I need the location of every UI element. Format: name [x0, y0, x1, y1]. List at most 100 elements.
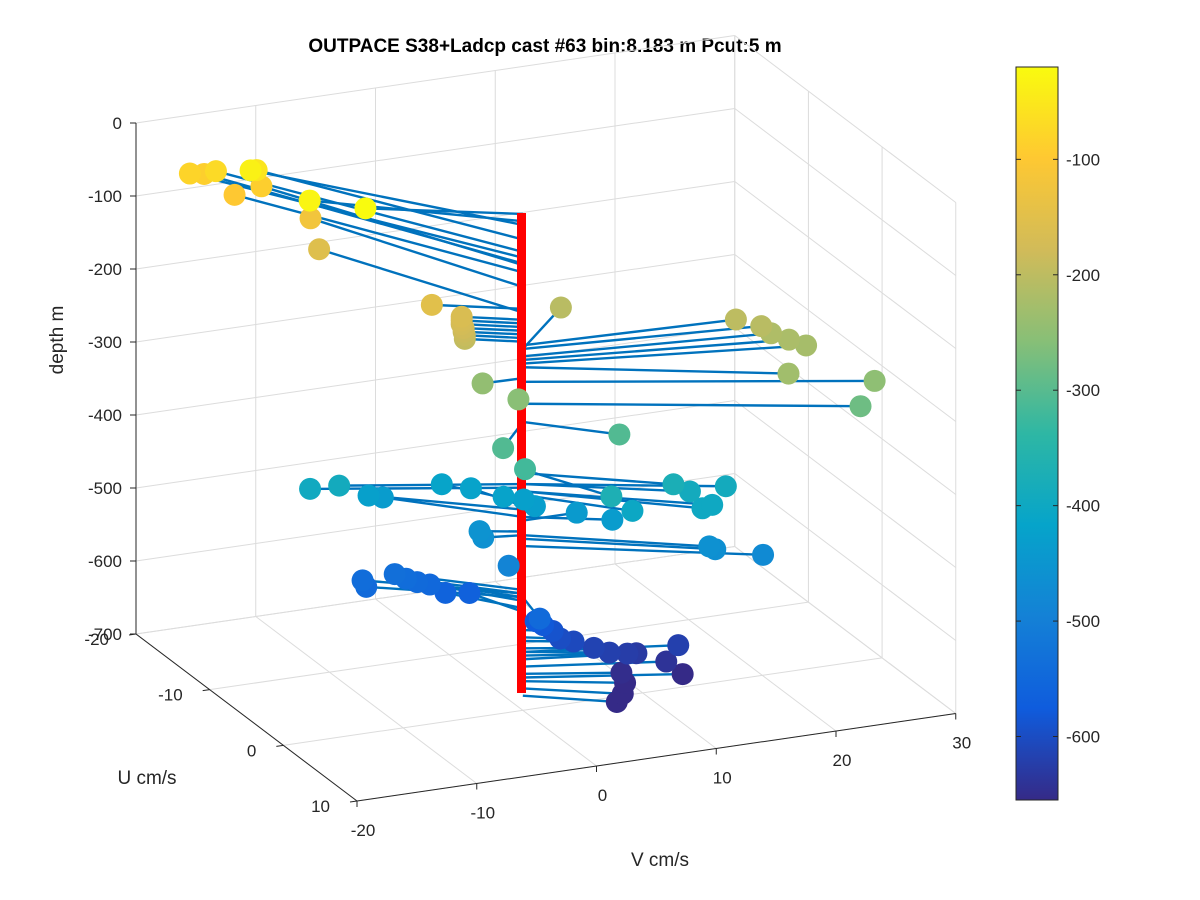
- stem-line: [445, 591, 524, 610]
- stem-line: [522, 332, 772, 358]
- grid-line: [135, 35, 735, 124]
- x-tick-label: 10: [713, 769, 732, 788]
- colorbar-tick-label: -300: [1066, 381, 1100, 400]
- data-point: [752, 543, 775, 566]
- grid-line: [375, 598, 597, 767]
- data-point: [459, 477, 482, 500]
- data-point: [420, 293, 443, 316]
- data-point: [223, 183, 246, 206]
- stem-line: [522, 679, 626, 685]
- markers: [178, 159, 886, 713]
- grid-line: [209, 601, 809, 691]
- z-tick-label: -300: [88, 333, 122, 352]
- data-point: [430, 473, 453, 496]
- x-axis-label: V cm/s: [631, 850, 689, 871]
- stem-line: [522, 537, 716, 551]
- data-point: [849, 395, 872, 418]
- stem-line: [522, 318, 737, 347]
- stem-line: [522, 379, 875, 384]
- colorbar-tick-label: -500: [1066, 612, 1100, 631]
- z-tick-label: -500: [88, 479, 122, 498]
- stem-line: [318, 248, 524, 314]
- stem-line: [310, 217, 524, 289]
- data-point: [299, 207, 322, 230]
- data-point: [497, 554, 520, 577]
- x-tick-label: 20: [833, 751, 852, 770]
- data-point: [582, 636, 605, 659]
- grid-line: [135, 327, 735, 416]
- grid-line: [135, 400, 735, 489]
- tick-labels: 0-100-200-300-400-500-600-700-20-10010-2…: [84, 114, 971, 840]
- data-point: [610, 661, 633, 684]
- data-point: [507, 388, 530, 411]
- z-tick-label: -400: [88, 406, 122, 425]
- data-point: [512, 488, 535, 511]
- y-axis-label: U cm/s: [117, 768, 176, 789]
- stem-line: [522, 366, 789, 375]
- data-point: [450, 305, 473, 328]
- stem-line: [522, 344, 807, 365]
- data-point: [204, 160, 227, 183]
- x-axis-line: [356, 713, 956, 802]
- data-point: [239, 159, 262, 182]
- data-point: [458, 582, 481, 605]
- stem-line: [431, 303, 523, 311]
- grid-line: [734, 400, 957, 568]
- grid-line: [734, 327, 957, 495]
- data-point: [471, 372, 494, 395]
- colorbar-tick-label: -200: [1066, 266, 1100, 285]
- data-point: [565, 501, 588, 524]
- stem-line: [522, 533, 710, 548]
- data-point: [492, 437, 515, 460]
- grid-line: [734, 473, 957, 641]
- z-axis-label: depth m: [47, 306, 68, 375]
- data-point: [714, 475, 737, 498]
- chart-title: OUTPACE S38+Ladcp cast #63 bin:8.183 m P…: [308, 36, 781, 57]
- grid-line: [135, 108, 735, 197]
- y-tick-label: -10: [158, 686, 183, 705]
- y-axis-line: [135, 633, 358, 802]
- colorbar-tick-label: -400: [1066, 497, 1100, 516]
- stem-line: [522, 324, 762, 351]
- stem-line: [365, 207, 523, 216]
- z-tick-label: -700: [88, 625, 122, 644]
- grid-line: [734, 108, 957, 276]
- grid-line: [734, 181, 957, 349]
- data-point: [621, 499, 644, 522]
- y-tick: [276, 744, 284, 747]
- data-point: [678, 480, 701, 503]
- y-tick: [349, 800, 358, 803]
- data-point: [608, 423, 631, 446]
- data-point: [777, 328, 800, 351]
- z-tick-label: -100: [88, 187, 122, 206]
- grid-line: [255, 616, 478, 784]
- axes: [128, 122, 957, 808]
- colorbar: -100 -200 -300 -400 -500 -600: [1015, 66, 1100, 801]
- x-tick-label: 0: [598, 786, 607, 805]
- stem-line: [368, 494, 523, 511]
- stem-line: [382, 496, 524, 519]
- grid-line: [734, 35, 957, 203]
- data-point: [492, 485, 515, 508]
- z-tick-label: -200: [88, 260, 122, 279]
- data-point: [655, 650, 678, 673]
- grid-line: [614, 563, 837, 732]
- data-point: [299, 477, 322, 500]
- grid-line: [135, 181, 735, 270]
- stem-line: [522, 672, 683, 679]
- colorbar-ticks: -100 -200 -300 -400 -500 -600: [1016, 150, 1100, 747]
- data-point: [777, 362, 800, 385]
- grid-line: [734, 546, 957, 714]
- stem-line: [234, 193, 524, 274]
- data-point: [357, 484, 380, 507]
- data-point: [701, 493, 724, 516]
- data-point: [528, 607, 551, 630]
- colorbar-tick-label: -100: [1066, 150, 1100, 169]
- data-point: [383, 563, 406, 586]
- y-tick: [128, 633, 137, 636]
- y-tick-label: -20: [84, 630, 109, 649]
- data-point: [671, 663, 694, 686]
- data-point: [698, 535, 721, 558]
